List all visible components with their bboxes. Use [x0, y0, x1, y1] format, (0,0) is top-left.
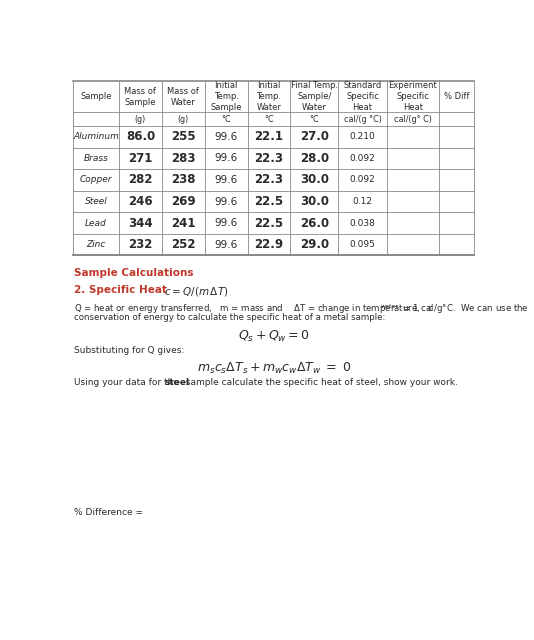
- Text: 344: 344: [128, 216, 153, 230]
- Text: 22.5: 22.5: [254, 195, 284, 208]
- Text: 22.3: 22.3: [255, 173, 284, 186]
- Text: $m_s c_s \Delta T_s + m_w c_w \Delta T_w \;=\; 0$: $m_s c_s \Delta T_s + m_w c_w \Delta T_w…: [197, 361, 351, 376]
- Text: Copper: Copper: [80, 175, 112, 184]
- Text: 99.6: 99.6: [215, 218, 238, 228]
- Text: 0.210: 0.210: [350, 132, 375, 141]
- Text: cal/(g °C): cal/(g °C): [343, 115, 381, 124]
- Text: steel: steel: [164, 378, 190, 387]
- Text: Final Temp.
Sample/
Water: Final Temp. Sample/ Water: [291, 81, 338, 113]
- Text: 29.0: 29.0: [300, 238, 329, 251]
- Text: 255: 255: [171, 131, 195, 143]
- Text: 0.038: 0.038: [350, 219, 375, 228]
- Text: 269: 269: [171, 195, 195, 208]
- Text: 246: 246: [128, 195, 153, 208]
- Text: (g): (g): [135, 115, 146, 124]
- Text: 86.0: 86.0: [125, 131, 155, 143]
- Text: 2. Specific Heat: 2. Specific Heat: [75, 285, 168, 294]
- Text: cal/(g° C): cal/(g° C): [394, 115, 431, 124]
- Text: 99.6: 99.6: [215, 132, 238, 142]
- Text: 0.092: 0.092: [350, 154, 375, 163]
- Text: Mass of
Water: Mass of Water: [167, 87, 199, 107]
- Text: Standard
Specific
Heat: Standard Specific Heat: [343, 81, 382, 113]
- Text: 0.095: 0.095: [350, 240, 375, 249]
- Text: °C: °C: [221, 115, 231, 124]
- Text: 0.092: 0.092: [350, 175, 375, 184]
- Text: Lead: Lead: [85, 219, 107, 228]
- Text: °C: °C: [310, 115, 319, 124]
- Text: 99.6: 99.6: [215, 196, 238, 207]
- Text: $c = Q/(m\,\Delta T)$: $c = Q/(m\,\Delta T)$: [163, 285, 228, 298]
- Text: 30.0: 30.0: [300, 173, 329, 186]
- Text: 238: 238: [171, 173, 195, 186]
- Text: water: water: [381, 304, 398, 309]
- Text: 22.9: 22.9: [254, 238, 284, 251]
- Text: = 1 cal/g$\degree$C.  We can use the: = 1 cal/g$\degree$C. We can use the: [400, 301, 529, 315]
- Text: Q = heat or energy transferred,   m = mass and    $\Delta$T = change in temperat: Q = heat or energy transferred, m = mass…: [75, 301, 434, 315]
- Text: Initial
Temp.
Sample: Initial Temp. Sample: [210, 81, 242, 113]
- Text: (g): (g): [178, 115, 189, 124]
- Text: 252: 252: [171, 238, 195, 251]
- Text: Initial
Temp.
Water: Initial Temp. Water: [256, 81, 281, 113]
- Text: 30.0: 30.0: [300, 195, 329, 208]
- Text: 241: 241: [171, 216, 195, 230]
- Text: 22.5: 22.5: [254, 216, 284, 230]
- Text: % Difference =: % Difference =: [75, 508, 144, 517]
- Text: 99.6: 99.6: [215, 154, 238, 163]
- Text: Sample: Sample: [80, 92, 112, 101]
- Text: 0.12: 0.12: [352, 197, 373, 206]
- Text: Sample Calculations: Sample Calculations: [75, 268, 194, 278]
- Text: conservation of energy to calculate the specific heat of a metal sample:: conservation of energy to calculate the …: [75, 313, 386, 322]
- Text: Steel: Steel: [84, 197, 107, 206]
- Text: Aluminum: Aluminum: [73, 132, 119, 141]
- Text: 28.0: 28.0: [300, 152, 329, 165]
- Text: Zinc: Zinc: [87, 240, 106, 249]
- Text: $Q_s + Q_w = 0$: $Q_s + Q_w = 0$: [238, 328, 310, 344]
- Text: 282: 282: [128, 173, 153, 186]
- Text: Using your data for the: Using your data for the: [75, 378, 183, 387]
- Text: 232: 232: [128, 238, 153, 251]
- Text: 271: 271: [128, 152, 153, 165]
- Text: 22.1: 22.1: [255, 131, 284, 143]
- Text: 99.6: 99.6: [215, 175, 238, 185]
- Text: 283: 283: [171, 152, 195, 165]
- Text: Mass of
Sample: Mass of Sample: [124, 87, 156, 107]
- Text: 27.0: 27.0: [300, 131, 329, 143]
- Text: 22.3: 22.3: [255, 152, 284, 165]
- Text: °C: °C: [264, 115, 274, 124]
- Text: Brass: Brass: [83, 154, 108, 163]
- Text: % Diff: % Diff: [444, 92, 469, 101]
- Text: Experiment
Specific
Heat: Experiment Specific Heat: [388, 81, 437, 113]
- Text: 26.0: 26.0: [300, 216, 329, 230]
- Text: sample calculate the specific heat of steel, show your work.: sample calculate the specific heat of st…: [183, 378, 458, 387]
- Text: Substituting for Q gives:: Substituting for Q gives:: [75, 346, 185, 355]
- Text: 99.6: 99.6: [215, 239, 238, 250]
